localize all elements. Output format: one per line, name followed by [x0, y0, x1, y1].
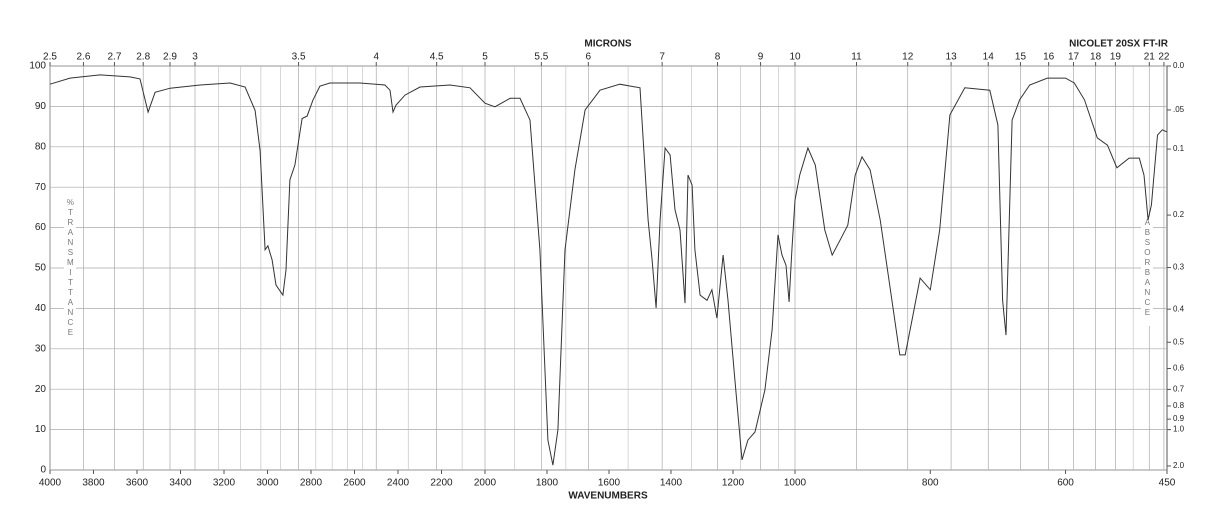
y2-axis-title: ABSORBANCE [1143, 218, 1152, 318]
label-backdrop [64, 196, 76, 346]
chart-title: NICOLET 20SX FT-IR [1069, 39, 1169, 50]
x2-tick-label: 12 [902, 52, 914, 63]
x2-tick-label: 2.5 [43, 52, 57, 63]
x2-tick-label: 13 [946, 52, 958, 63]
y-tick-label: 20 [35, 384, 47, 395]
x2-tick-label: 5 [482, 52, 488, 63]
x2-tick-label: 6 [586, 52, 592, 63]
x2-tick-label: 8 [715, 52, 721, 63]
x-tick-label: 1200 [722, 478, 745, 489]
x2-tick-label: 16 [1043, 52, 1055, 63]
label-backdrop [1141, 216, 1153, 326]
x2-tick-label: 21 [1144, 52, 1156, 63]
y2-tick-label: 1.0 [1173, 425, 1185, 434]
x-tick-label: 2000 [474, 478, 497, 489]
x-tick-label: 4000 [39, 478, 62, 489]
x2-tick-label: 22 [1158, 52, 1170, 63]
y2-tick-label: .05 [1173, 105, 1185, 114]
x2-tick-label: 11 [851, 52, 862, 63]
x2-tick-label: 5.5 [534, 52, 548, 63]
grid [49, 65, 1167, 471]
x-tick-label: 2200 [430, 478, 453, 489]
y-tick-label: 10 [35, 424, 47, 435]
x2-tick-label: 2.9 [163, 52, 177, 63]
y2-tick-label: 2.0 [1173, 461, 1185, 470]
x-tick-label: 600 [1057, 478, 1074, 489]
y-tick-label: 80 [35, 141, 47, 152]
x-tick-label: 3400 [169, 478, 192, 489]
x2-tick-label: 14 [983, 52, 995, 63]
x-tick-label: 3800 [82, 478, 105, 489]
x2-tick-label: 3 [192, 52, 198, 63]
y-tick-label: 50 [35, 263, 47, 274]
x-tick-label: 1800 [536, 478, 559, 489]
x-tick-label: 2600 [343, 478, 366, 489]
x2-tick-label: 4 [373, 52, 379, 63]
x2-tick-label: 10 [789, 52, 801, 63]
x2-tick-label: 2.7 [107, 52, 121, 63]
y2-tick-label: 0.3 [1173, 263, 1185, 272]
x2-tick-label: 3.5 [292, 52, 306, 63]
y-axis-title: %TRANSMITTANCE [66, 198, 75, 338]
y2-tick-label: 0.2 [1173, 210, 1185, 219]
x2-tick-label: 2.8 [136, 52, 150, 63]
x-tick-label: 1400 [660, 478, 683, 489]
x-tick-label: 1600 [598, 478, 621, 489]
x-tick-label: 2800 [300, 478, 323, 489]
x2-tick-label: 15 [1015, 52, 1027, 63]
y2-tick-label: 0.8 [1173, 401, 1185, 410]
x-tick-label: 1000 [784, 478, 807, 489]
x2-axis-title: MICRONS [584, 39, 632, 50]
y-tick-label: 100 [29, 61, 46, 72]
y-tick-label: 30 [35, 343, 47, 354]
y-tick-label: 70 [35, 182, 47, 193]
x2-tick-label: 18 [1090, 52, 1102, 63]
x-axis-title: WAVENUMBERS [568, 491, 648, 502]
x2-tick-label: 9 [758, 52, 764, 63]
y-tick-label: 0 [40, 465, 46, 476]
x-tick-label: 450 [1159, 478, 1176, 489]
y2-tick-label: 0.5 [1173, 337, 1185, 346]
y2-tick-label: 0.7 [1173, 385, 1185, 394]
x2-tick-label: 7 [659, 52, 665, 63]
x2-tick-label: 17 [1068, 52, 1080, 63]
y-tick-label: 90 [35, 101, 47, 112]
y2-tick-label: 0.0 [1173, 61, 1185, 70]
y-tick-label: 60 [35, 222, 47, 233]
x2-tick-label: 19 [1110, 52, 1122, 63]
x2-tick-label: 4.5 [430, 52, 444, 63]
x-tick-label: 3000 [256, 478, 279, 489]
y2-tick-label: 0.1 [1173, 144, 1185, 153]
x2-tick-label: 2.6 [77, 52, 91, 63]
y2-tick-label: 0.9 [1173, 414, 1185, 423]
x-tick-label: 3600 [126, 478, 149, 489]
y-tick-label: 40 [35, 303, 47, 314]
x-tick-label: 2400 [387, 478, 410, 489]
y2-tick-label: 0.6 [1173, 364, 1185, 373]
y2-tick-label: 0.4 [1173, 304, 1185, 313]
x-tick-label: 800 [922, 478, 939, 489]
spectrum-line [49, 74, 1168, 466]
x-tick-label: 3200 [213, 478, 236, 489]
